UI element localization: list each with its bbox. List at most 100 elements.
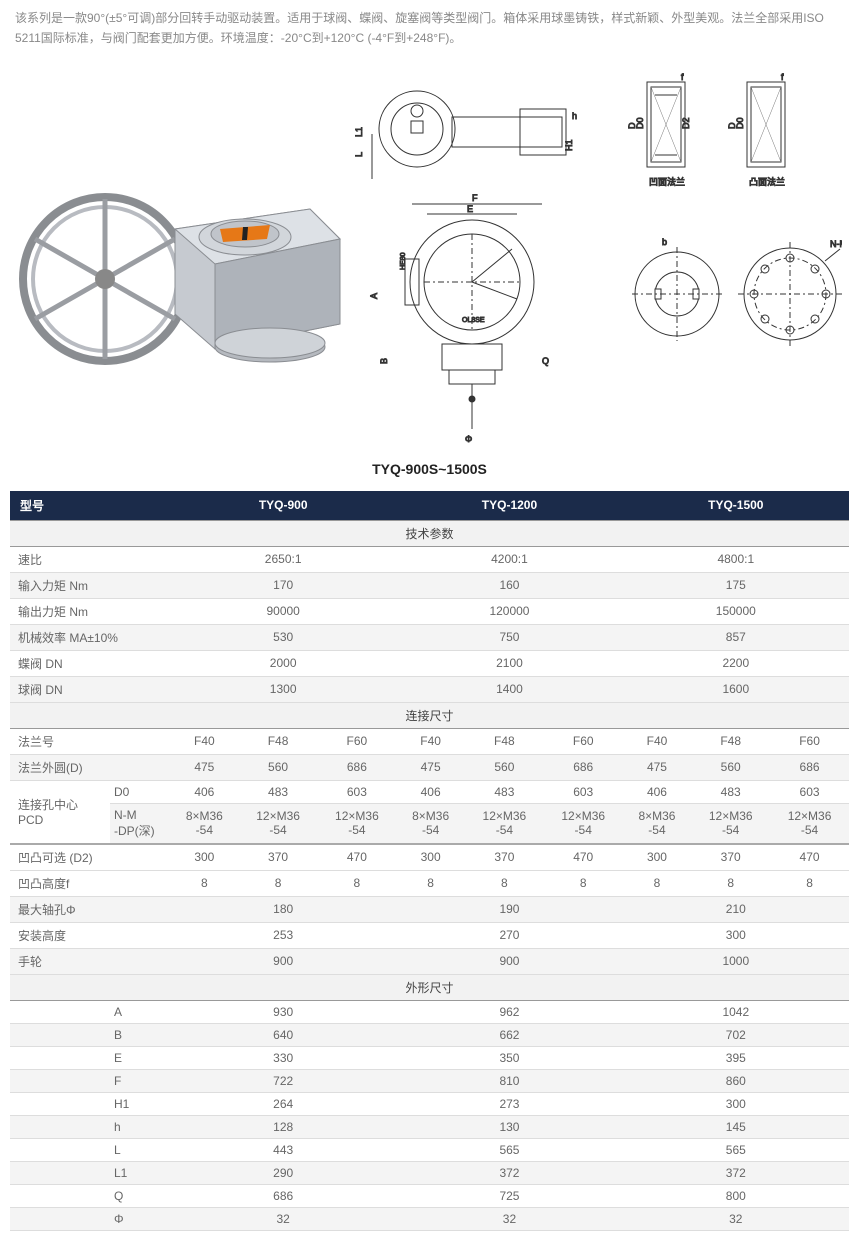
tech-val: 2000 (170, 650, 396, 676)
dims-val: 640 (170, 1023, 396, 1046)
intro-text: 该系列是一款90°(±5°可调)部分回转手动驱动装置。适用于球阀、蝶阀、旋塞阀等… (10, 8, 849, 49)
f-val: 8 (317, 870, 396, 896)
dims-val: 800 (623, 1184, 849, 1207)
hdr-m2: TYQ-1200 (396, 491, 622, 521)
header-row: 型号 TYQ-900 TYQ-1200 TYQ-1500 (10, 491, 849, 521)
single-val: 210 (623, 896, 849, 922)
pcd-d0: 603 (544, 780, 623, 803)
dims-val: 565 (623, 1138, 849, 1161)
dims-val: 264 (170, 1092, 396, 1115)
technical-drawings: L L1 H1 h D D0 D2 f 凹面法兰 (345, 69, 849, 449)
svg-text:D0: D0 (635, 117, 645, 129)
dims-label: Q (110, 1184, 170, 1207)
single-val: 180 (170, 896, 396, 922)
svg-text:L: L (354, 152, 364, 157)
flange-no: F40 (170, 728, 239, 754)
pcd-nm-label: N-M-DP(深) (110, 803, 170, 844)
f-label: 凹凸高度f (10, 870, 170, 896)
dims-val: 128 (170, 1115, 396, 1138)
dims-val: 722 (170, 1069, 396, 1092)
f-val: 8 (770, 870, 849, 896)
hdr-m3: TYQ-1500 (623, 491, 849, 521)
svg-text:F: F (472, 193, 478, 203)
svg-text:f: f (781, 72, 784, 82)
flange-od: 475 (396, 754, 465, 780)
svg-text:b: b (662, 237, 667, 247)
flange-no: F60 (317, 728, 396, 754)
dims-val: 330 (170, 1046, 396, 1069)
d2-val: 470 (544, 844, 623, 871)
flange-od: 686 (770, 754, 849, 780)
flange-od: 475 (623, 754, 692, 780)
dims-val: 372 (623, 1161, 849, 1184)
flange-od: 475 (170, 754, 239, 780)
dims-val: 662 (396, 1023, 622, 1046)
single-val: 900 (396, 948, 622, 974)
d2-val: 370 (239, 844, 318, 871)
d2-label: 凹凸可选 (D2) (10, 844, 170, 871)
dims-label: L (110, 1138, 170, 1161)
svg-text:N-M: N-M (830, 239, 842, 249)
d2-val: 300 (396, 844, 465, 871)
dims-pad (10, 1000, 110, 1023)
tech-val: 530 (170, 624, 396, 650)
dims-pad (10, 1023, 110, 1046)
svg-text:h: h (572, 111, 577, 121)
concave-flange-label: 凹面法兰 (649, 176, 685, 187)
dims-val: 290 (170, 1161, 396, 1184)
sect-conn: 连接尺寸 (10, 702, 849, 728)
f-val: 8 (465, 870, 544, 896)
sect-dims: 外形尺寸 (10, 974, 849, 1000)
dims-val: 702 (623, 1023, 849, 1046)
pcd-nm: 12×M36-54 (465, 803, 544, 844)
dims-val: 860 (623, 1069, 849, 1092)
pcd-nm: 8×M36-54 (170, 803, 239, 844)
d2-val: 470 (317, 844, 396, 871)
dims-label: L1 (110, 1161, 170, 1184)
product-photo (10, 129, 345, 389)
hdr-m1: TYQ-900 (170, 491, 396, 521)
sect-tech: 技术参数 (10, 520, 849, 546)
svg-text:Φ: Φ (465, 434, 472, 444)
f-val: 8 (623, 870, 692, 896)
pcd-d0: 603 (317, 780, 396, 803)
svg-text:f: f (681, 72, 684, 82)
flange-no: F40 (623, 728, 692, 754)
flange-od: 686 (544, 754, 623, 780)
flange-od: 560 (691, 754, 770, 780)
dims-val: 32 (396, 1207, 622, 1230)
flange-od: 560 (465, 754, 544, 780)
dims-val: 686 (170, 1184, 396, 1207)
dims-val: 300 (623, 1092, 849, 1115)
flange-no: F40 (396, 728, 465, 754)
f-val: 8 (396, 870, 465, 896)
d2-val: 300 (170, 844, 239, 871)
tech-val: 120000 (396, 598, 622, 624)
pcd-label: 连接孔中心 PCD (10, 780, 110, 844)
tech-label: 蝶阀 DN (10, 650, 170, 676)
pcd-nm: 12×M36-54 (691, 803, 770, 844)
flange-od: 560 (239, 754, 318, 780)
flange-no: F48 (691, 728, 770, 754)
single-val: 253 (170, 922, 396, 948)
dims-label: B (110, 1023, 170, 1046)
svg-text:Q: Q (542, 356, 549, 366)
convex-flange-label: 凸面法兰 (749, 176, 785, 187)
svg-text:H1: H1 (564, 139, 574, 151)
tech-label: 球阀 DN (10, 676, 170, 702)
flange-no-label: 法兰号 (10, 728, 170, 754)
svg-text:L1: L1 (354, 127, 364, 137)
d2-val: 370 (691, 844, 770, 871)
flange-no: F60 (544, 728, 623, 754)
single-label: 安装高度 (10, 922, 170, 948)
dims-pad (10, 1115, 110, 1138)
tech-val: 170 (170, 572, 396, 598)
svg-text:E: E (467, 204, 473, 214)
pcd-d0: 406 (170, 780, 239, 803)
tech-val: 1300 (170, 676, 396, 702)
f-val: 8 (170, 870, 239, 896)
pcd-d0: 603 (770, 780, 849, 803)
dims-label: F (110, 1069, 170, 1092)
tech-val: 2100 (396, 650, 622, 676)
pcd-d0: 483 (691, 780, 770, 803)
